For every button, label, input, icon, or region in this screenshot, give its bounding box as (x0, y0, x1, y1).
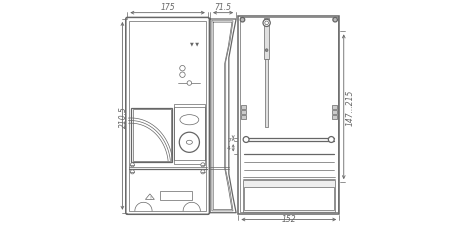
Text: ▼ ▼: ▼ ▼ (189, 41, 199, 46)
Bar (133, 110, 171, 161)
Circle shape (201, 163, 205, 167)
Bar (244, 187, 334, 210)
Text: 4: 4 (227, 146, 231, 151)
Text: 147...215: 147...215 (346, 89, 355, 126)
Bar (332, 115, 337, 119)
Circle shape (263, 20, 270, 27)
Circle shape (240, 18, 245, 23)
Bar (159, 191, 192, 200)
Bar (173, 104, 205, 160)
Circle shape (333, 18, 337, 23)
Circle shape (187, 81, 192, 86)
Circle shape (265, 49, 268, 52)
Text: 152: 152 (282, 214, 296, 223)
Bar (238, 17, 339, 214)
Bar (129, 22, 206, 211)
Bar (264, 19, 269, 60)
Bar (241, 106, 246, 110)
Ellipse shape (180, 115, 199, 125)
Bar (240, 18, 337, 212)
Circle shape (329, 137, 334, 143)
Bar (173, 108, 205, 164)
Text: !: ! (149, 195, 151, 200)
Bar (332, 110, 337, 114)
Circle shape (243, 137, 249, 143)
Circle shape (201, 170, 205, 174)
Bar (241, 115, 246, 119)
Circle shape (180, 66, 185, 72)
Bar (132, 109, 172, 162)
Bar (243, 180, 335, 212)
Text: 71.5: 71.5 (215, 3, 232, 12)
Circle shape (179, 133, 199, 153)
Bar (265, 60, 268, 127)
FancyBboxPatch shape (126, 18, 210, 214)
Circle shape (180, 73, 185, 78)
Text: 210.5: 210.5 (119, 106, 128, 127)
Text: 7: 7 (227, 137, 231, 142)
Circle shape (130, 163, 134, 167)
Bar (241, 110, 246, 114)
Text: 175: 175 (160, 3, 175, 12)
Circle shape (130, 170, 134, 174)
Bar (332, 106, 337, 110)
Polygon shape (210, 20, 236, 213)
